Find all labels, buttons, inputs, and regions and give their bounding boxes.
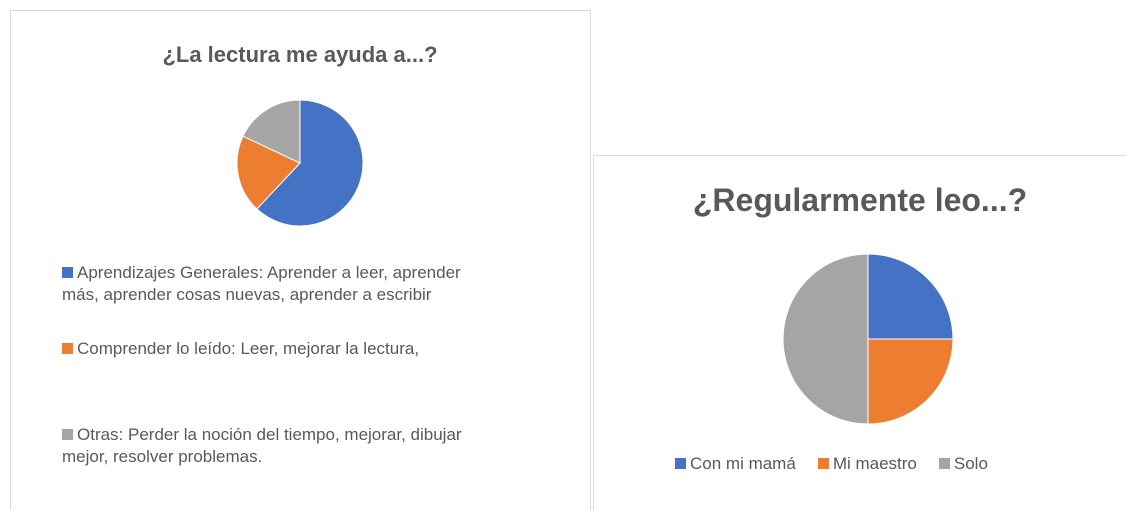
pie-slice [867,253,954,340]
legend-label: Con mi mamá [690,454,796,473]
chart-area [10,10,591,510]
legend: Con mi mamá Mi maestro Solo [675,453,1010,475]
legend-item: Mi maestro [817,453,917,475]
pie-slice [256,99,364,227]
legend-item: Solo [938,453,988,475]
legend-item: Con mi mamá [675,453,796,475]
pie-slice [782,253,869,425]
legend-item: Otras: Perder la noción del tiempo, mejo… [62,424,502,468]
legend-swatch [817,458,829,469]
chart-title: ¿La lectura me ayuda a...? [162,42,438,67]
legend-swatch [62,429,73,440]
legend-swatch [62,343,73,354]
legend-swatch [675,458,686,469]
legend-label: Comprender lo leído: Leer, mejorar la le… [77,339,420,358]
legend-label: Aprendizajes Generales: Aprender a leer,… [62,263,461,304]
pie-slice [236,135,301,210]
chart-title: ¿Regularmente leo...? [692,182,1028,218]
legend-item: Aprendizajes Generales: Aprender a leer,… [62,262,502,306]
legend-label: Mi maestro [832,454,917,473]
legend-swatch [62,267,73,278]
legend-label: Solo [953,454,988,473]
pie-slice [867,338,954,425]
pie-slice [242,99,301,164]
legend-label: Otras: Perder la noción del tiempo, mejo… [62,425,462,466]
legend-item: Comprender lo leído: Leer, mejorar la le… [62,338,502,360]
legend-swatch [938,458,950,469]
